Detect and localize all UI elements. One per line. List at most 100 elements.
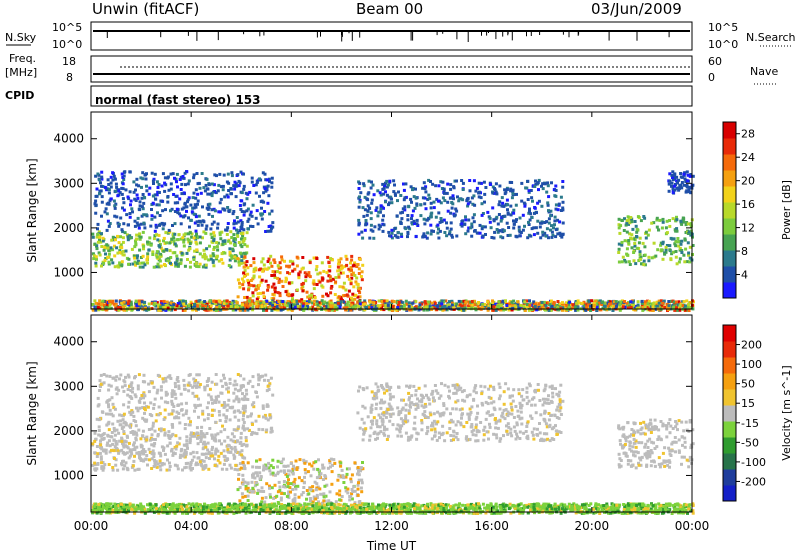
data-cell — [126, 235, 130, 239]
data-cell — [177, 304, 181, 308]
data-cell — [175, 238, 179, 242]
data-cell — [402, 198, 406, 202]
data-cell — [688, 260, 692, 264]
data-cell — [132, 441, 136, 445]
data-cell — [473, 203, 477, 207]
data-cell — [261, 171, 265, 175]
data-cell — [267, 266, 271, 270]
data-cell — [261, 406, 265, 410]
data-cell — [98, 178, 101, 182]
data-cell — [445, 226, 449, 230]
data-cell — [146, 252, 150, 256]
data-cell — [646, 233, 650, 237]
data-cell — [450, 206, 454, 210]
data-cell — [437, 301, 441, 305]
data-cell — [385, 193, 389, 197]
data-cell — [177, 416, 181, 420]
data-cell — [189, 203, 193, 207]
data-cell — [461, 198, 465, 202]
data-cell — [168, 306, 172, 310]
data-cell — [102, 303, 106, 307]
data-cell — [487, 215, 491, 219]
data-cell — [284, 280, 288, 284]
data-cell — [302, 300, 306, 303]
data-cell — [100, 170, 104, 174]
data-cell — [658, 305, 662, 309]
data-cell — [353, 261, 357, 265]
data-cell — [450, 303, 454, 307]
data-cell — [516, 300, 520, 304]
data-cell — [211, 214, 214, 218]
data-cell — [244, 484, 248, 488]
data-cell — [312, 282, 316, 286]
data-cell — [674, 183, 677, 186]
data-cell — [160, 463, 164, 467]
data-cell — [423, 187, 427, 191]
data-cell — [259, 280, 263, 284]
data-cell — [379, 204, 383, 208]
data-cell — [211, 408, 214, 412]
data-cell — [682, 183, 686, 187]
data-cell — [167, 188, 171, 192]
data-cell — [513, 193, 517, 196]
data-cell — [440, 302, 444, 306]
data-cell — [684, 247, 688, 251]
data-cell — [573, 305, 577, 308]
data-cell — [102, 466, 106, 470]
data-cell — [561, 308, 564, 312]
data-cell — [237, 179, 241, 183]
data-cell — [553, 223, 556, 227]
data-cell — [457, 299, 461, 303]
data-cell — [486, 308, 490, 312]
data-cell — [187, 304, 191, 308]
data-cell — [389, 195, 393, 199]
data-cell — [116, 306, 120, 309]
data-cell — [369, 211, 373, 215]
data-cell — [156, 238, 160, 242]
data-cell — [395, 214, 399, 218]
data-cell — [196, 381, 200, 385]
data-cell — [336, 301, 340, 305]
data-cell — [176, 441, 180, 445]
data-cell — [141, 449, 144, 453]
data-cell — [338, 260, 341, 264]
data-cell — [218, 461, 222, 465]
data-cell — [321, 501, 324, 505]
data-cell — [452, 302, 456, 306]
data-cell — [100, 200, 104, 204]
data-cell — [115, 392, 119, 396]
data-cell — [116, 264, 120, 268]
data-cell — [191, 467, 194, 470]
data-cell — [488, 183, 492, 186]
data-cell — [149, 401, 153, 405]
data-cell — [93, 439, 97, 443]
data-cell — [400, 232, 403, 236]
data-cell — [250, 302, 254, 306]
data-cell — [188, 437, 192, 441]
data-cell — [552, 188, 556, 192]
data-cell — [169, 435, 173, 439]
data-cell — [235, 301, 239, 305]
data-cell — [203, 300, 207, 303]
data-cell — [328, 306, 332, 310]
data-cell — [219, 379, 223, 383]
data-cell — [131, 464, 135, 468]
data-cell — [281, 285, 285, 288]
data-cell — [380, 305, 384, 309]
data-cell — [257, 427, 261, 431]
data-cell — [431, 182, 435, 186]
data-cell — [153, 193, 157, 197]
data-cell — [172, 451, 175, 455]
data-cell — [547, 217, 551, 221]
data-cell — [104, 451, 108, 455]
data-cell — [204, 452, 208, 456]
data-cell — [155, 203, 159, 207]
data-cell — [185, 439, 189, 443]
data-cell — [168, 441, 172, 445]
data-cell — [128, 410, 132, 414]
data-cell — [657, 228, 660, 232]
data-cell — [659, 304, 663, 308]
data-cell — [679, 183, 683, 187]
data-cell — [202, 452, 206, 456]
data-cell — [321, 277, 325, 281]
